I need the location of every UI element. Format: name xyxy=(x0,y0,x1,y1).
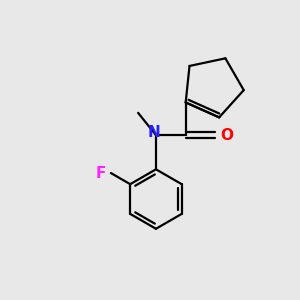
Text: O: O xyxy=(221,128,234,142)
Text: F: F xyxy=(96,166,106,181)
Text: N: N xyxy=(148,125,161,140)
